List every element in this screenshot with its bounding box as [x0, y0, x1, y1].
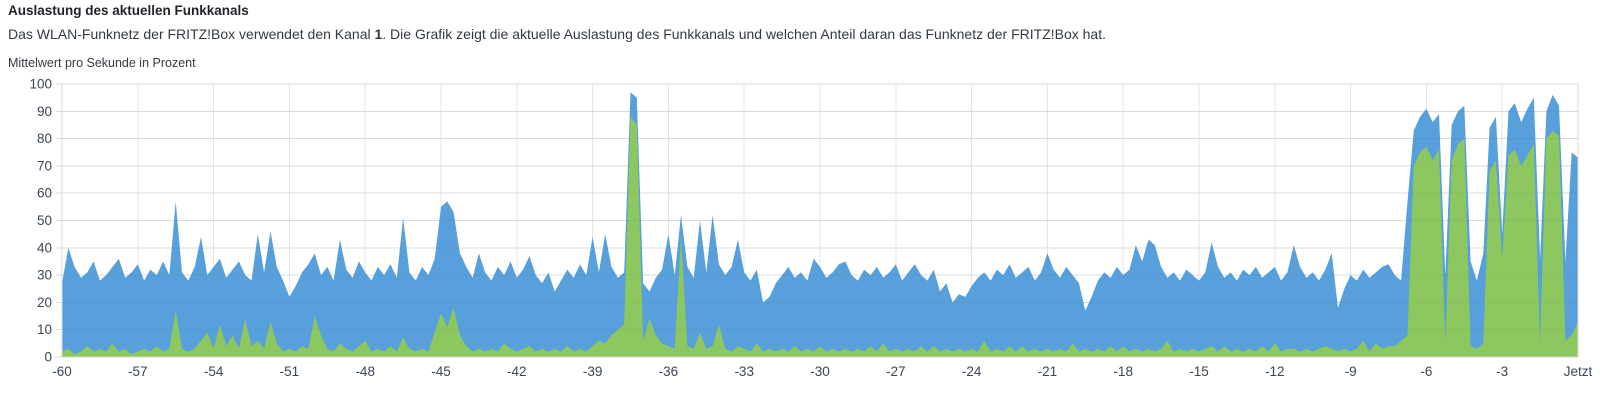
total-utilization-area [62, 92, 1578, 357]
y-tick-label: 40 [37, 240, 52, 255]
x-tick-label: -54 [204, 364, 224, 379]
x-tick-label: -18 [1113, 364, 1133, 379]
y-tick-label: 90 [37, 104, 52, 119]
description-text-post: . Die Grafik zeigt die aktuelle Auslastu… [382, 26, 1107, 42]
x-tick-label: -36 [659, 364, 679, 379]
x-tick-label: -51 [280, 364, 300, 379]
chart-series [62, 92, 1578, 357]
x-tick-label: -24 [962, 364, 982, 379]
x-tick-label: -33 [734, 364, 754, 379]
x-tick-label: Jetzt [1564, 364, 1593, 379]
y-tick-label: 100 [29, 77, 52, 92]
x-tick-label: -30 [810, 364, 830, 379]
y-tick-label: 20 [37, 295, 52, 310]
description-text-pre: Das WLAN-Funknetz der FRITZ!Box verwende… [8, 26, 375, 42]
y-tick-label: 0 [44, 350, 52, 365]
x-axis-labels: -60 -57 -54 -51 -48 -45 -42 -39 -36 -33 -30 -27 -24 -… [52, 364, 1592, 379]
chart-axes [56, 83, 1579, 358]
x-tick-label: -42 [507, 364, 527, 379]
section-description: Das WLAN-Funknetz der FRITZ!Box verwende… [8, 26, 1106, 42]
x-tick-label: -57 [128, 364, 148, 379]
y-axis-labels: 0 10 20 30 40 50 60 70 80 90 100 [29, 77, 52, 365]
x-tick-label: -48 [355, 364, 375, 379]
fritzbox-share-area [62, 116, 1578, 357]
x-tick-label: -3 [1496, 364, 1508, 379]
y-tick-label: 10 [37, 322, 52, 337]
channel-number: 1 [374, 26, 383, 42]
y-tick-label: 60 [37, 186, 52, 201]
x-tick-label: -21 [1038, 364, 1058, 379]
y-axis-caption: Mittelwert pro Sekunde in Prozent [8, 56, 196, 70]
y-tick-label: 50 [37, 213, 52, 228]
y-tick-label: 80 [37, 131, 52, 146]
y-tick-label: 30 [37, 268, 52, 283]
section-title: Auslastung des aktuellen Funkkanals [8, 3, 249, 18]
x-tick-label: -39 [583, 364, 603, 379]
y-tick-label: 70 [37, 158, 52, 173]
x-tick-label: -60 [52, 364, 72, 379]
x-tick-label: -27 [886, 364, 906, 379]
x-tick-label: -45 [431, 364, 451, 379]
x-tick-label: -9 [1345, 364, 1357, 379]
x-tick-label: -15 [1189, 364, 1209, 379]
x-tick-label: -6 [1420, 364, 1432, 379]
x-tick-label: -12 [1265, 364, 1285, 379]
chart-grid-overlay [62, 83, 1578, 331]
